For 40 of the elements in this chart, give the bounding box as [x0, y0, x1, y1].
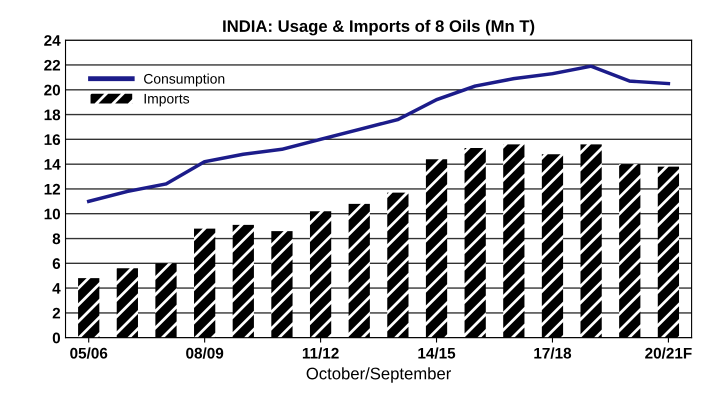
y-tick-label: 16	[44, 134, 60, 146]
y-tick-label: 18	[44, 109, 60, 120]
legend-label: Imports	[144, 94, 190, 106]
bar	[387, 192, 409, 338]
bar	[580, 144, 602, 338]
chart-title: INDIA: Usage & Imports of 8 Oils (Mn T)	[223, 20, 534, 36]
bar	[658, 166, 680, 338]
y-tick-label: 22	[44, 60, 60, 71]
y-tick-label: 24	[44, 35, 61, 46]
bar	[619, 164, 640, 338]
x-tick-label: 11/12	[302, 347, 339, 359]
y-tick-label: 14	[44, 159, 61, 170]
y-tick-label: 2	[52, 308, 60, 318]
y-tick-label: 4	[52, 283, 61, 294]
y-tick-label: 10	[44, 208, 60, 220]
bar	[503, 144, 524, 338]
bar	[464, 148, 486, 338]
x-tick-label: 20/21F	[645, 347, 692, 359]
y-tick-label: 6	[52, 258, 60, 269]
x-tick-label: 05/06	[70, 347, 108, 359]
bar	[232, 224, 254, 338]
x-tick-label: 17/18	[534, 347, 572, 359]
x-tick-label: 08/09	[186, 347, 224, 359]
bar	[542, 154, 564, 338]
line-series	[86, 64, 670, 204]
x-tick-label: 14/15	[418, 347, 456, 359]
y-tick-label: 20	[44, 84, 60, 96]
legend-label: Consumption	[144, 74, 224, 86]
bar	[116, 268, 138, 338]
y-tick-label: 0	[52, 332, 60, 344]
bar	[426, 159, 448, 338]
y-tick-label: 12	[44, 184, 60, 194]
bar	[310, 211, 332, 338]
y-tick-label: 8	[52, 233, 60, 244]
bar	[194, 228, 216, 338]
bar	[155, 263, 177, 338]
x-axis-title: October/September	[306, 367, 452, 383]
bar	[271, 231, 293, 338]
bar	[348, 204, 370, 338]
bar	[78, 278, 100, 338]
